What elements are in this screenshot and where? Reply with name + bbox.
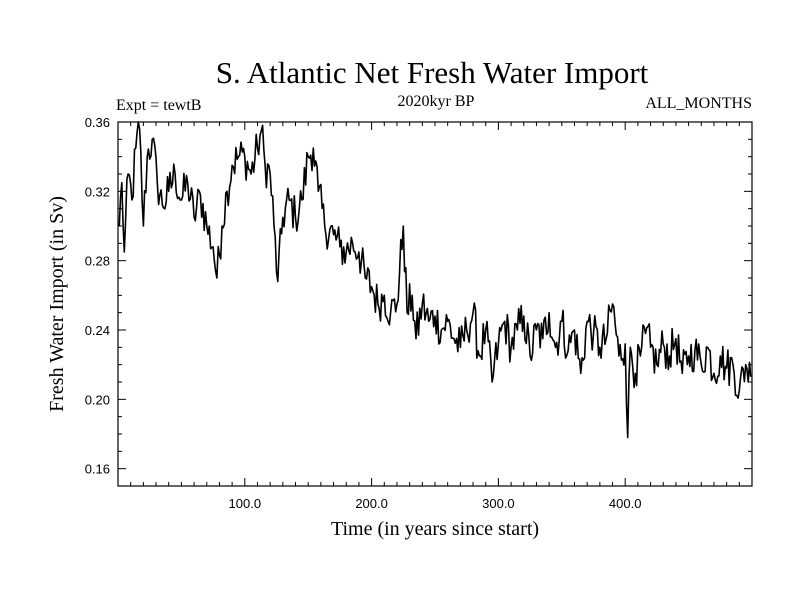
plot-frame bbox=[117, 121, 753, 487]
y-tick-label: 0.32 bbox=[85, 184, 110, 199]
x-tick-label: 100.0 bbox=[229, 496, 262, 511]
y-axis-label: Fresh Water Import (in Sv) bbox=[46, 196, 68, 412]
x-tick-label: 300.0 bbox=[482, 496, 515, 511]
y-tick-label: 0.28 bbox=[85, 254, 110, 269]
x-tick-label: 200.0 bbox=[355, 496, 388, 511]
series-line-tewtB bbox=[118, 121, 752, 439]
x-axis-label: Time (in years since start) bbox=[331, 518, 539, 540]
x-tick-label: 400.0 bbox=[609, 496, 642, 511]
experiment-label: Expt = tewtB bbox=[116, 97, 201, 114]
y-tick-label: 0.20 bbox=[85, 392, 110, 407]
y-tick-label: 0.36 bbox=[85, 115, 110, 130]
y-tick-label: 0.16 bbox=[85, 462, 110, 477]
axes: 100.0 200.0 300.0 400.0 0.16 0.20 0.24 0.28 0.32… bbox=[85, 115, 752, 511]
chart-subtitle: 2020kyr BP bbox=[398, 93, 475, 110]
months-label: ALL_MONTHS bbox=[645, 95, 752, 112]
chart-title: S. Atlantic Net Fresh Water Import bbox=[216, 55, 649, 90]
series bbox=[118, 121, 752, 439]
y-tick-label: 0.24 bbox=[85, 323, 110, 338]
